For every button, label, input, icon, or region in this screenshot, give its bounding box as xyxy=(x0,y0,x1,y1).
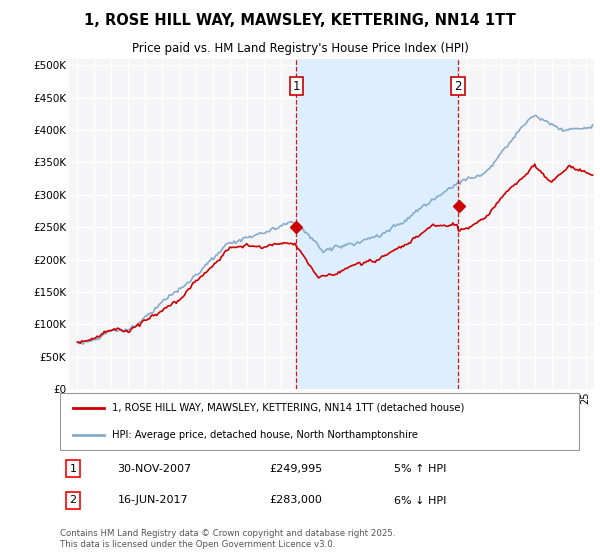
Text: 2: 2 xyxy=(454,80,461,92)
Text: 1: 1 xyxy=(70,464,77,474)
Text: 1, ROSE HILL WAY, MAWSLEY, KETTERING, NN14 1TT: 1, ROSE HILL WAY, MAWSLEY, KETTERING, NN… xyxy=(84,13,516,28)
Text: Contains HM Land Registry data © Crown copyright and database right 2025.
This d: Contains HM Land Registry data © Crown c… xyxy=(60,529,395,549)
Text: £283,000: £283,000 xyxy=(269,496,322,506)
FancyBboxPatch shape xyxy=(60,393,580,450)
Text: 6% ↓ HPI: 6% ↓ HPI xyxy=(394,496,446,506)
Text: 30-NOV-2007: 30-NOV-2007 xyxy=(118,464,191,474)
Text: 5% ↑ HPI: 5% ↑ HPI xyxy=(394,464,446,474)
Text: Price paid vs. HM Land Registry's House Price Index (HPI): Price paid vs. HM Land Registry's House … xyxy=(131,43,469,55)
Text: HPI: Average price, detached house, North Northamptonshire: HPI: Average price, detached house, Nort… xyxy=(112,430,418,440)
Text: 1: 1 xyxy=(293,80,300,92)
Bar xyxy=(296,59,458,389)
Text: 1, ROSE HILL WAY, MAWSLEY, KETTERING, NN14 1TT (detached house): 1, ROSE HILL WAY, MAWSLEY, KETTERING, NN… xyxy=(112,403,464,413)
Text: 2: 2 xyxy=(70,496,77,506)
Text: 16-JUN-2017: 16-JUN-2017 xyxy=(118,496,188,506)
Text: £249,995: £249,995 xyxy=(269,464,322,474)
